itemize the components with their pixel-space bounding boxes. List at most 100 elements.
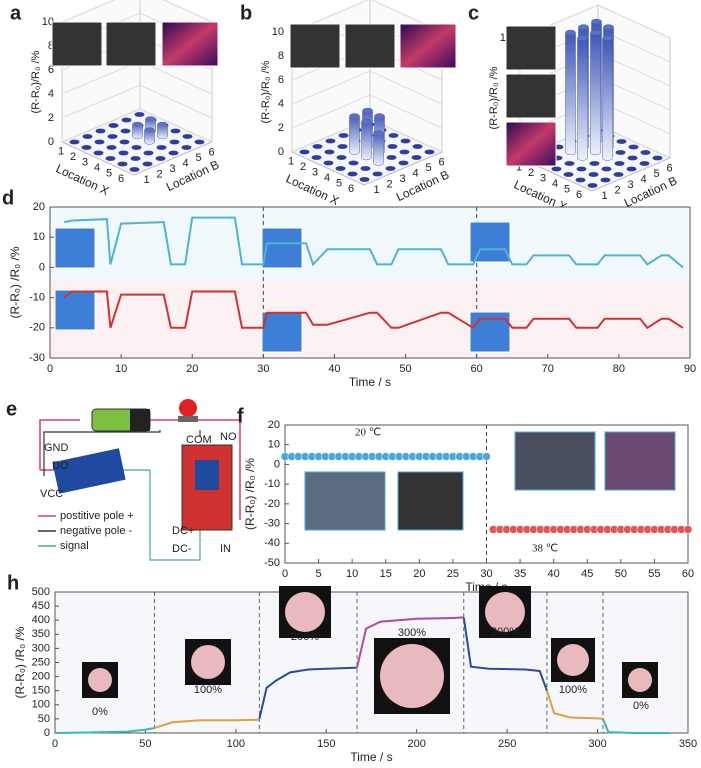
bar-top	[602, 35, 613, 41]
balloon	[628, 668, 652, 692]
y-tick-label: 4	[182, 158, 188, 170]
x-tick-label: 300	[588, 738, 606, 750]
y-tick-label: 4	[640, 174, 646, 186]
bar	[412, 144, 423, 149]
inset-photo	[397, 471, 464, 531]
pin-label: COM	[186, 434, 212, 446]
bar-top	[577, 35, 588, 41]
bar	[155, 156, 166, 161]
pin-label: DC-	[172, 543, 192, 555]
x-tick-label: 5	[564, 184, 570, 196]
pin-label: VCC	[40, 488, 63, 500]
y-tick-label: 0	[274, 458, 280, 470]
bar	[614, 161, 625, 166]
bar	[131, 145, 142, 150]
y-tick-label: 1	[373, 184, 379, 196]
bar	[108, 123, 119, 128]
bar	[564, 161, 575, 166]
y-tick-label: 0	[44, 727, 50, 739]
x-tick-label: 20	[413, 568, 425, 580]
grid-line	[61, 84, 213, 119]
inset-photo	[399, 23, 457, 69]
legend-label: negative pole -	[60, 525, 132, 537]
x-tick-label: 10	[346, 568, 358, 580]
bar	[372, 171, 383, 177]
x-axis-label: Time / s	[350, 750, 392, 764]
lamp	[179, 399, 197, 417]
x-tick-label: 90	[684, 363, 696, 375]
bar	[627, 155, 638, 161]
panel-letter: f	[237, 405, 244, 427]
bar-top	[361, 119, 372, 124]
x-tick-label: 0	[47, 363, 53, 375]
hand-photo	[261, 227, 303, 269]
bar	[587, 183, 598, 188]
panel-letter: c	[468, 2, 479, 24]
band	[50, 282, 690, 358]
bar	[312, 144, 323, 149]
z-axis-label: (R-R₀)/R₀ /%	[488, 66, 500, 129]
x-tick-label: 10	[115, 363, 127, 375]
y-tick-label: 300	[32, 642, 50, 654]
relay	[195, 460, 219, 490]
bar	[130, 156, 141, 161]
hand-photo	[261, 311, 303, 353]
bar	[411, 155, 422, 160]
pin-label: GND	[44, 442, 69, 454]
balloon	[88, 668, 112, 692]
balloon	[191, 645, 225, 679]
bar	[373, 130, 384, 166]
x-tick-label: 2	[70, 151, 76, 163]
panel-e-diagram: e GND DO VCC COM NO DC+ DC- IN postitive…	[6, 398, 241, 561]
z-tick-label: 2	[278, 122, 284, 134]
grid-line	[61, 0, 213, 23]
x-tick-label: 60	[682, 568, 694, 580]
bar-top	[132, 122, 143, 127]
x-tick-label: 70	[542, 363, 554, 375]
x-tick-label: 50	[615, 568, 627, 580]
y-tick-label: 5	[195, 152, 201, 164]
bar	[156, 145, 167, 150]
pin-label: DO	[52, 460, 69, 472]
x-tick-label: 50	[139, 738, 151, 750]
y-tick-label: 2	[386, 179, 392, 191]
annotation: 200%	[491, 626, 519, 638]
x-tick-label: 0	[52, 738, 58, 750]
bar	[69, 139, 80, 145]
y-tick-label: 4	[412, 168, 418, 180]
y-tick-label: 5	[653, 168, 659, 180]
x-tick-label: 40	[548, 568, 560, 580]
annotation: 100%	[194, 684, 222, 696]
panel-letter: b	[240, 2, 252, 24]
annotation: 20 ℃	[355, 427, 381, 439]
inset-photo	[289, 23, 341, 69]
y-tick-label: 50	[38, 713, 50, 725]
bar	[129, 167, 140, 172]
y-tick-label: 0	[39, 261, 45, 273]
line	[258, 666, 358, 720]
bar	[182, 134, 193, 139]
bar-top	[591, 19, 602, 24]
x-tick-label: 3	[540, 173, 546, 185]
annotation: 300%	[398, 627, 426, 639]
y-tick-label: 200	[32, 671, 50, 683]
balloon	[485, 592, 525, 632]
bar	[424, 149, 435, 155]
y-tick-label: 100	[32, 699, 50, 711]
inset-photo	[514, 431, 596, 491]
bar	[601, 166, 612, 172]
bar	[117, 161, 128, 167]
x-tick-label: 4	[324, 172, 330, 184]
bar	[82, 134, 93, 139]
x-tick-label: 4	[552, 178, 558, 190]
bar	[615, 150, 626, 155]
bar	[299, 149, 310, 155]
bar-top	[578, 24, 589, 30]
x-tick-label: 5	[336, 178, 342, 190]
y-tick-label: 2	[156, 169, 162, 181]
y-tick-label: 150	[32, 685, 50, 697]
y-axis-label: (R-R₀) /R₀ /%	[243, 458, 257, 530]
line	[602, 718, 670, 734]
bar	[335, 166, 346, 171]
